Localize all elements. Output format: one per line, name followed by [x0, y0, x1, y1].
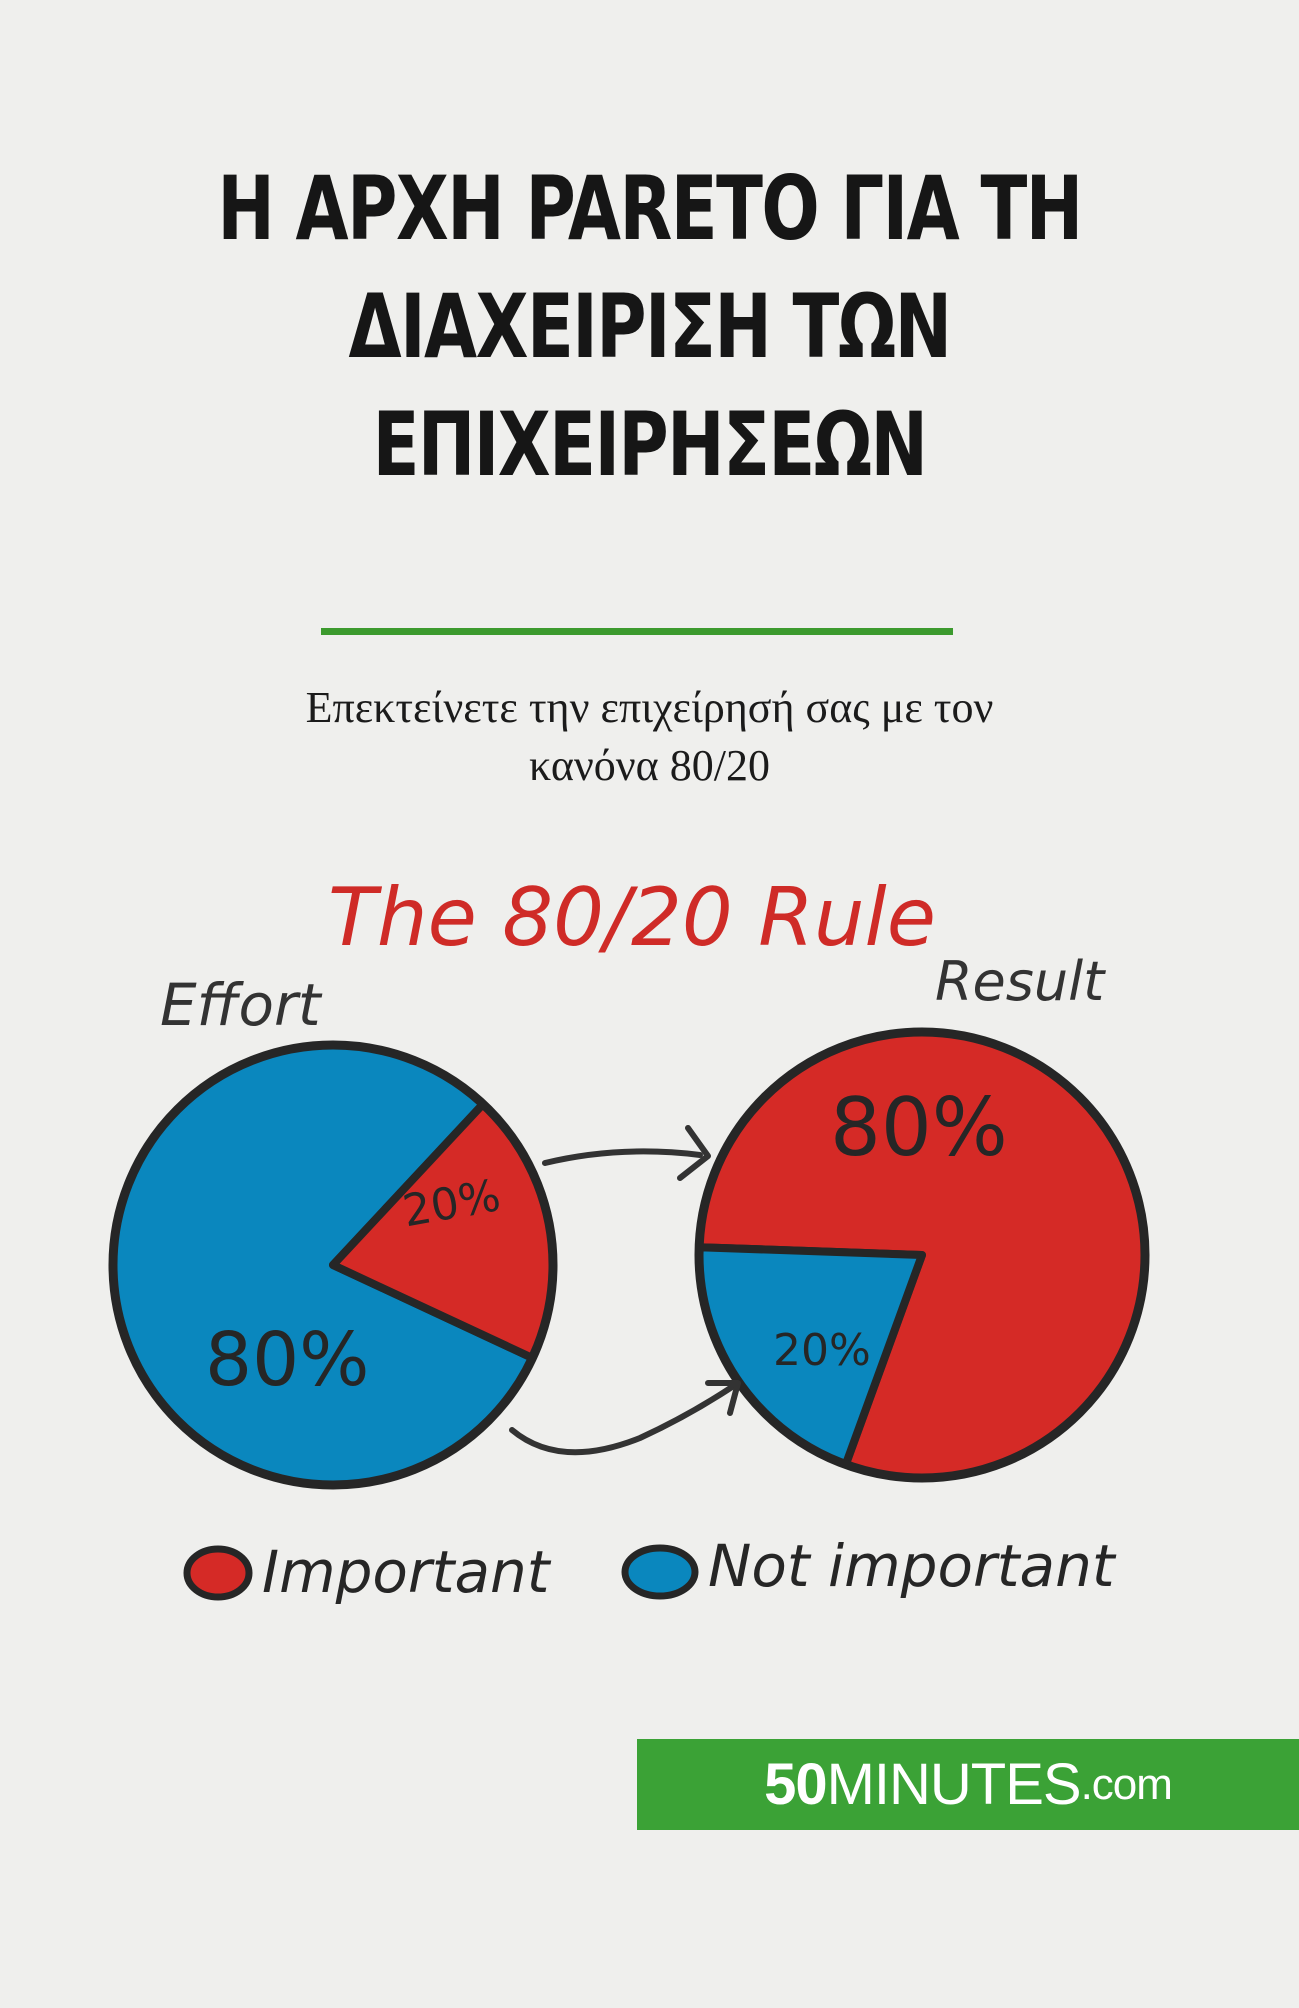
illustration-heading: The 80/20 Rule — [328, 871, 936, 964]
arrow-effort-to-result-important — [542, 1125, 711, 1181]
publisher-domain: .com — [1080, 1759, 1173, 1809]
effort-pie — [108, 1040, 558, 1490]
result-pie — [694, 1027, 1150, 1483]
result-big-label: 80% — [830, 1081, 1008, 1174]
left-pie-label: Effort — [160, 971, 323, 1039]
arrow-effort-to-result-not-important — [509, 1380, 741, 1456]
effort-big-label: 80% — [205, 1317, 369, 1403]
legend: Important Not important — [183, 1532, 1117, 1606]
title-divider — [321, 628, 953, 635]
result-small-label: 20% — [773, 1325, 871, 1376]
publisher-logo: 50 MINUTES .com — [637, 1739, 1299, 1830]
title-line-1: Η ΑΡΧΗ PARETO ΓΙΑ ΤΗ — [217, 157, 1083, 260]
legend-not-important-swatch — [621, 1544, 699, 1600]
right-pie-label: Result — [935, 950, 1106, 1013]
result-pie-outline — [694, 1027, 1150, 1483]
legend-not-important-label: Not important — [708, 1532, 1117, 1600]
legend-important-label: Important — [262, 1538, 552, 1606]
book-subtitle: Επεκτείνετε την επιχείρησή σας με τον κα… — [160, 679, 1139, 795]
subtitle-line-1: Επεκτείνετε την επιχείρησή σας με τον — [305, 683, 994, 732]
publisher-name: MINUTES — [826, 1752, 1082, 1817]
legend-important-swatch — [183, 1545, 253, 1601]
title-line-2: ΔΙΑΧΕΙΡΙΣΗ ΤΩΝ — [348, 275, 953, 378]
subtitle-line-2: κανόνα 80/20 — [529, 741, 770, 790]
title-line-3: ΕΠΙΧΕΙΡΗΣΕΩΝ — [372, 393, 928, 496]
pareto-illustration: The 80/20 Rule Effort Result 20% 80% 80%… — [108, 871, 1150, 1606]
effort-pie-outline — [108, 1040, 558, 1490]
publisher-number: 50 — [764, 1752, 828, 1817]
book-title: Η ΑΡΧΗ PARETO ΓΙΑ ΤΗ ΔΙΑΧΕΙΡΙΣΗ ΤΩΝ ΕΠΙΧ… — [0, 150, 1299, 504]
